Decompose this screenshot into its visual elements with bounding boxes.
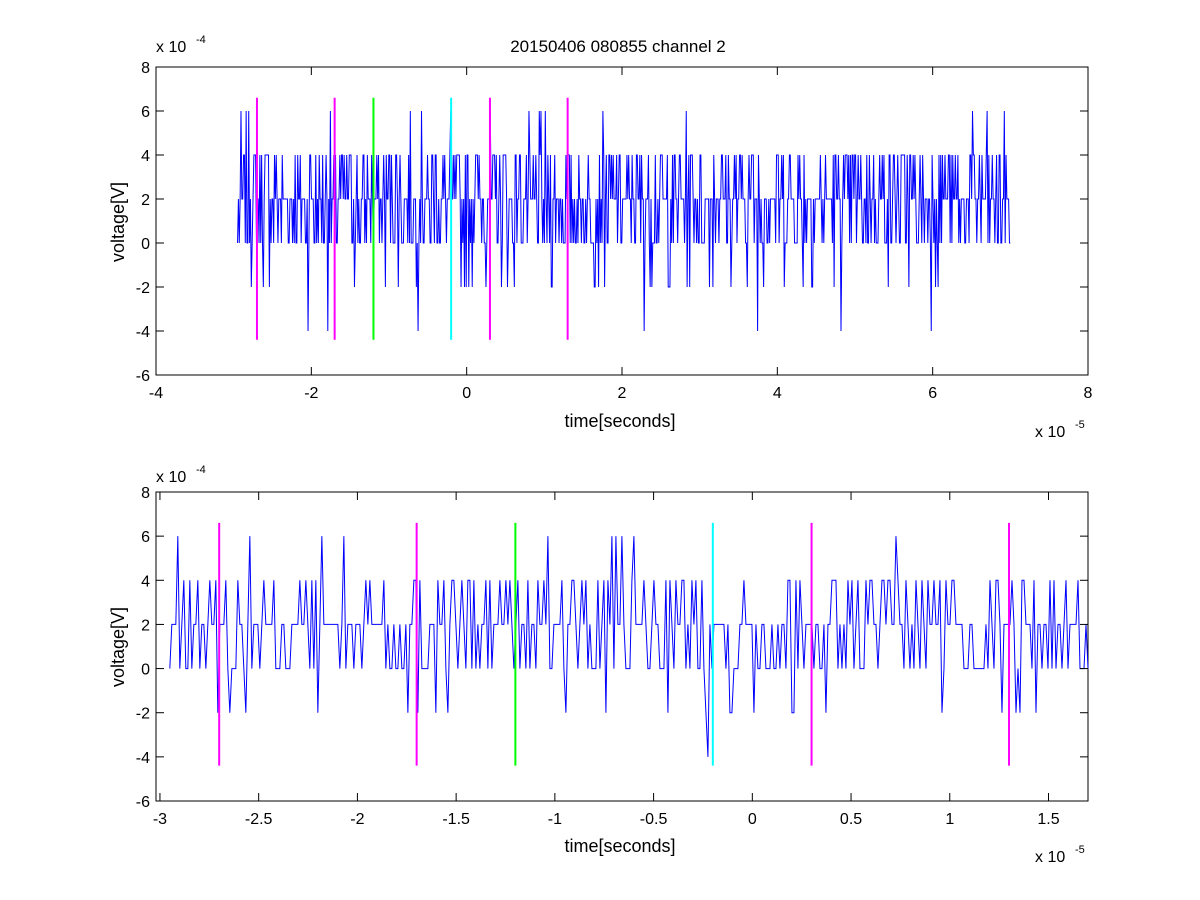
y-tick-label: 8 <box>141 60 150 77</box>
top-x-multiplier-base: x 10 <box>1035 424 1065 441</box>
y-tick-label: 4 <box>141 573 150 590</box>
bottom-x-axis-label: time[seconds] <box>564 836 675 856</box>
y-tick-label: -4 <box>136 324 150 341</box>
signal-series <box>237 110 1011 332</box>
y-tick-label: 4 <box>141 148 150 165</box>
top-y-multiplier: x 10 -4 <box>156 34 206 56</box>
x-tick-label: -2 <box>350 811 364 828</box>
y-tick-label: 2 <box>141 192 150 209</box>
x-tick-label: -0.5 <box>640 811 668 828</box>
top-y-axis-label: voltage[V] <box>108 182 128 262</box>
top-y-multiplier-base: x 10 <box>156 39 186 56</box>
y-tick-label: 6 <box>141 529 150 546</box>
y-tick-label: -6 <box>136 368 150 385</box>
y-tick-label: 8 <box>141 485 150 502</box>
x-tick-label: 8 <box>1084 385 1093 402</box>
bottom-plot-area: -3 -2.5 -2 -1.5 -1 -0.5 0 0.5 1 1.5 -6 -4 -2 0 2 4 6 8 <box>136 485 1089 828</box>
y-tick-label: -2 <box>136 280 150 297</box>
bottom-y-multiplier-exponent: -4 <box>196 464 206 476</box>
x-tick-label: 1 <box>945 811 954 828</box>
y-tick-label: 6 <box>141 104 150 121</box>
x-tick-label: 1.5 <box>1037 811 1059 828</box>
y-tick-label: -2 <box>136 706 150 723</box>
x-tick-label: -2 <box>304 385 318 402</box>
x-tick-label: -1.5 <box>442 811 470 828</box>
y-tick-label: -6 <box>136 794 150 811</box>
top-y-multiplier-exponent: -4 <box>196 34 206 46</box>
top-x-multiplier-exponent: -5 <box>1075 419 1085 431</box>
axes-box <box>155 491 1089 802</box>
x-tick-label: -3 <box>153 811 167 828</box>
y-tick-label: -4 <box>136 750 150 767</box>
x-tick-label: -2.5 <box>245 811 273 828</box>
x-tick-label: 0 <box>462 385 471 402</box>
bottom-y-axis-label: voltage[V] <box>108 607 128 687</box>
top-x-multiplier: x 10 -5 <box>1035 419 1085 441</box>
bottom-y-multiplier: x 10 -4 <box>156 464 206 486</box>
bottom-x-multiplier-exponent: -5 <box>1075 844 1085 856</box>
signal-series <box>169 536 1089 757</box>
top-x-axis-label: time[seconds] <box>564 411 675 431</box>
bottom-x-multiplier: x 10 -5 <box>1035 844 1085 866</box>
x-tick-label: -4 <box>149 385 163 402</box>
y-tick-label: 0 <box>141 662 150 679</box>
bottom-x-multiplier-base: x 10 <box>1035 849 1065 866</box>
x-tick-label: 0.5 <box>840 811 862 828</box>
bottom-y-multiplier-base: x 10 <box>156 469 186 486</box>
x-tick-label: -1 <box>548 811 562 828</box>
y-tick-label: 2 <box>141 617 150 634</box>
chart-title: 20150406 080855 channel 2 <box>510 37 726 56</box>
x-tick-label: 0 <box>748 811 757 828</box>
top-subplot: 20150406 080855 channel 2 x 10 -4 -4 -2 0 2… <box>108 34 1093 441</box>
y-tick-label: 0 <box>141 236 150 253</box>
x-tick-label: 6 <box>928 385 937 402</box>
x-tick-label: 4 <box>773 385 782 402</box>
bottom-subplot: x 10 -4 -3 -2.5 -2 -1.5 -1 -0.5 0 0.5 1 1.5 -6 -4 -2… <box>108 464 1089 866</box>
x-tick-label: 2 <box>618 385 627 402</box>
